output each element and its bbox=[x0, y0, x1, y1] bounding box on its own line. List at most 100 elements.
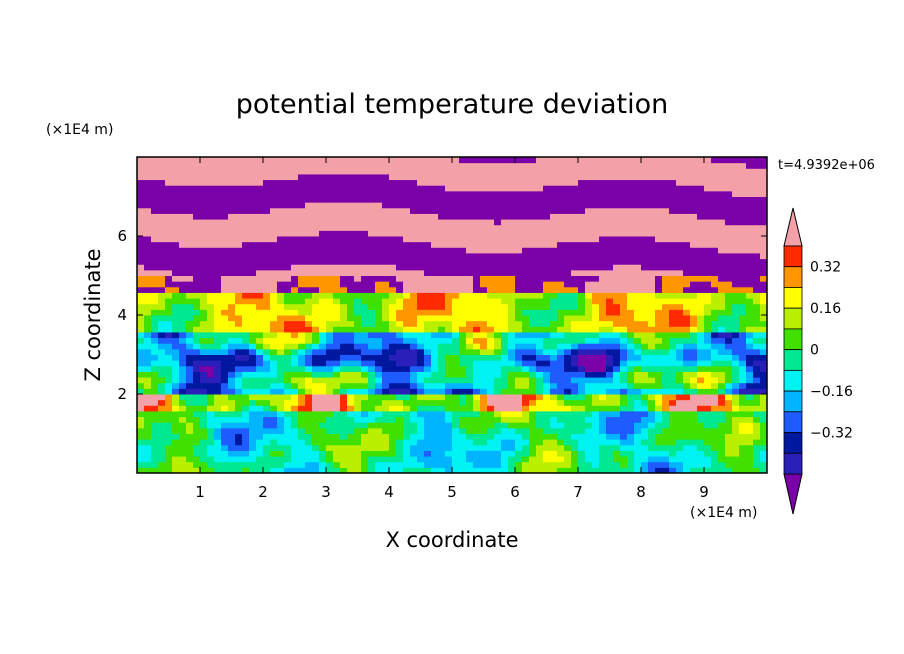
heatmap-cell bbox=[634, 444, 642, 451]
heatmap-cell bbox=[207, 168, 215, 175]
heatmap-cell bbox=[487, 461, 495, 468]
heatmap-cell bbox=[144, 162, 152, 169]
heatmap-cell bbox=[249, 162, 257, 169]
heatmap-cell bbox=[403, 399, 411, 406]
heatmap-cell bbox=[515, 286, 523, 293]
heatmap-cell bbox=[242, 173, 250, 181]
heatmap-cell bbox=[410, 343, 418, 350]
heatmap-cell bbox=[186, 348, 194, 355]
heatmap-cell bbox=[494, 236, 502, 243]
heatmap-cell bbox=[690, 354, 698, 361]
heatmap-cell bbox=[529, 309, 537, 316]
heatmap-cell bbox=[270, 230, 278, 237]
heatmap-cell bbox=[634, 281, 642, 288]
heatmap-cell bbox=[599, 247, 607, 254]
heatmap-cell bbox=[739, 360, 747, 367]
heatmap-cell bbox=[165, 173, 173, 181]
heatmap-cell bbox=[431, 303, 439, 310]
heatmap-cell bbox=[361, 303, 369, 310]
heatmap-cell bbox=[389, 190, 397, 197]
heatmap-cell bbox=[669, 173, 677, 181]
heatmap-cell bbox=[382, 241, 390, 248]
heatmap-cell bbox=[291, 410, 299, 418]
heatmap-cell bbox=[354, 456, 362, 463]
heatmap-cell bbox=[249, 337, 257, 344]
heatmap-cell bbox=[480, 405, 488, 412]
heatmap-cell bbox=[718, 354, 726, 361]
heatmap-cell bbox=[256, 444, 264, 451]
heatmap-cell bbox=[739, 264, 747, 271]
heatmap-cell bbox=[662, 292, 670, 299]
heatmap-cell bbox=[676, 286, 684, 293]
heatmap-cell bbox=[494, 444, 502, 451]
heatmap-cell bbox=[144, 264, 152, 271]
heatmap-cell bbox=[606, 399, 614, 406]
heatmap-cell bbox=[466, 281, 474, 288]
heatmap-cell bbox=[711, 315, 719, 322]
heatmap-cell bbox=[753, 281, 761, 288]
heatmap-cell bbox=[445, 444, 453, 451]
heatmap-cell bbox=[746, 196, 754, 203]
heatmap-cell bbox=[424, 269, 432, 276]
heatmap-cell bbox=[508, 444, 516, 451]
heatmap-cell bbox=[326, 309, 334, 316]
heatmap-cell bbox=[235, 298, 243, 305]
heatmap-cell bbox=[277, 281, 285, 288]
heatmap-cell bbox=[648, 365, 656, 372]
heatmap-cell bbox=[319, 309, 327, 316]
heatmap-cell bbox=[529, 173, 537, 181]
heatmap-cell bbox=[620, 241, 628, 248]
heatmap-cell bbox=[655, 399, 663, 406]
heatmap-cell bbox=[382, 405, 390, 412]
heatmap-cell bbox=[648, 331, 656, 339]
heatmap-cell bbox=[263, 388, 271, 395]
heatmap-cell bbox=[690, 360, 698, 367]
heatmap-cell bbox=[256, 337, 264, 344]
heatmap-cell bbox=[291, 202, 299, 209]
heatmap-cell bbox=[424, 207, 432, 214]
heatmap-cell bbox=[529, 365, 537, 372]
heatmap-cell bbox=[158, 450, 166, 457]
heatmap-cell bbox=[158, 467, 166, 474]
heatmap-cell bbox=[620, 230, 628, 237]
heatmap-cell bbox=[172, 416, 180, 423]
heatmap-cell bbox=[193, 247, 201, 254]
heatmap-cell bbox=[340, 394, 348, 401]
heatmap-cell bbox=[389, 292, 397, 299]
heatmap-cell bbox=[746, 405, 754, 412]
heatmap-cell bbox=[207, 371, 215, 378]
heatmap-cell bbox=[242, 230, 250, 237]
heatmap-cell bbox=[305, 410, 313, 418]
heatmap-cell bbox=[683, 388, 691, 395]
heatmap-cell bbox=[452, 230, 460, 237]
heatmap-cell bbox=[410, 168, 418, 175]
heatmap-cell bbox=[137, 371, 145, 378]
heatmap-cell bbox=[284, 230, 292, 237]
heatmap-cell bbox=[438, 269, 446, 276]
heatmap-cell bbox=[305, 241, 313, 248]
heatmap-cell bbox=[459, 388, 467, 395]
heatmap-cell bbox=[326, 377, 334, 384]
heatmap-cell bbox=[382, 343, 390, 350]
heatmap-cell bbox=[718, 269, 726, 276]
heatmap-cell bbox=[410, 281, 418, 288]
heatmap-cell bbox=[221, 241, 229, 248]
heatmap-cell bbox=[487, 247, 495, 254]
heatmap-cell bbox=[641, 241, 649, 248]
heatmap-cell bbox=[424, 382, 432, 389]
heatmap-cell bbox=[417, 388, 425, 395]
heatmap-cell bbox=[172, 185, 180, 192]
heatmap-cell bbox=[473, 450, 481, 457]
heatmap-cell bbox=[249, 157, 257, 164]
heatmap-cell bbox=[494, 157, 502, 164]
heatmap-cell bbox=[627, 179, 635, 186]
heatmap-cell bbox=[620, 337, 628, 344]
heatmap-cell bbox=[585, 422, 593, 429]
heatmap-cell bbox=[333, 207, 341, 214]
heatmap-cell bbox=[291, 354, 299, 361]
heatmap-cell bbox=[445, 467, 453, 474]
heatmap-cell bbox=[333, 309, 341, 316]
heatmap-cell bbox=[452, 365, 460, 372]
heatmap-cell bbox=[354, 162, 362, 169]
heatmap-cell bbox=[501, 292, 509, 299]
